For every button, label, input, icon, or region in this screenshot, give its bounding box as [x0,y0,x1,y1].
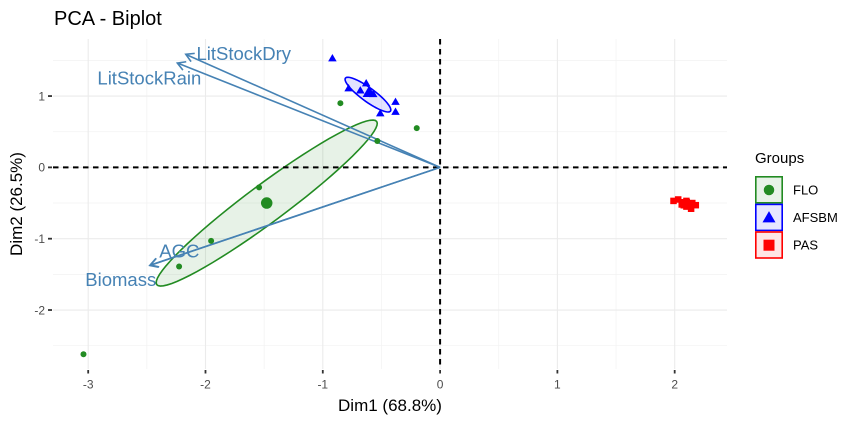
y-tick-label: 1 [38,89,45,103]
arrow-head [184,52,195,63]
square-icon [763,239,775,251]
variable-label: LitStockRain [97,68,201,89]
data-point [391,107,400,115]
arrow-shaft [149,166,441,267]
arrow-biomass [148,166,441,268]
zero-reference-lines [53,39,727,369]
legend-label: PAS [793,238,818,253]
data-point [674,196,682,203]
x-tick-label: 0 [437,378,444,392]
arrow-shaft [185,53,441,169]
data-point [328,54,337,62]
arrow-litstockrain [175,60,441,169]
data-point [337,100,344,107]
arrow-litstockdry [184,52,441,169]
triangle-icon [762,211,776,223]
legend-label: FLO [793,183,818,198]
arrow-head [148,258,159,268]
data-point [376,108,385,117]
variable-label: LitStockDry [196,43,291,64]
legend: Groups FLO AFSBM PAS [754,150,838,259]
data-point [344,84,353,92]
legend-item-pas: PAS [754,231,818,259]
series-afsbm [328,54,400,117]
data-point [361,79,371,87]
data-point [80,351,87,358]
data-point [687,205,695,212]
data-point [689,199,696,207]
y-tick-label: -1 [34,232,45,246]
arrow-shaft [177,62,441,169]
x-tick-label: 1 [554,378,561,392]
data-point [391,97,400,105]
series-pas [670,196,700,212]
data-point [356,86,365,94]
data-point [208,237,215,244]
x-tick-label: -2 [200,378,211,392]
data-point [413,125,420,132]
variable-arrows [148,52,441,268]
y-axis-title: Dim2 (26.5%) [7,152,26,256]
circle-icon [763,184,775,196]
variable-label: Biomass [85,269,156,290]
legend-key [754,231,783,259]
y-tick-label: -2 [34,303,45,317]
series-flo [80,100,420,358]
data-point [256,184,263,191]
group-centroid [362,85,376,97]
individual-points [80,54,700,358]
legend-title: Groups [755,150,804,167]
data-point [692,201,700,209]
legend-keys: FLO AFSBM PAS [754,176,838,259]
data-point [374,137,381,144]
legend-label: AFSBM [793,210,838,225]
chart-title: PCA - Biplot [54,8,162,30]
data-point [670,197,677,205]
y-tick-label: 0 [38,161,45,175]
y-axis: -2 -1 0 1 [34,89,52,317]
legend-item-afsbm: AFSBM [754,203,838,232]
variable-label: AGC [159,241,199,262]
data-point [176,263,183,270]
x-tick-label: 2 [671,378,678,392]
x-axis: -3 -2 -1 0 1 2 [83,370,678,392]
legend-item-flo: FLO [754,176,818,204]
group-centroid [680,199,690,209]
group-centroid [260,197,273,209]
x-tick-label: -1 [317,378,328,392]
x-axis-title: Dim1 (68.8%) [338,396,442,415]
arrow-head [175,60,187,71]
x-tick-label: -3 [83,378,94,392]
